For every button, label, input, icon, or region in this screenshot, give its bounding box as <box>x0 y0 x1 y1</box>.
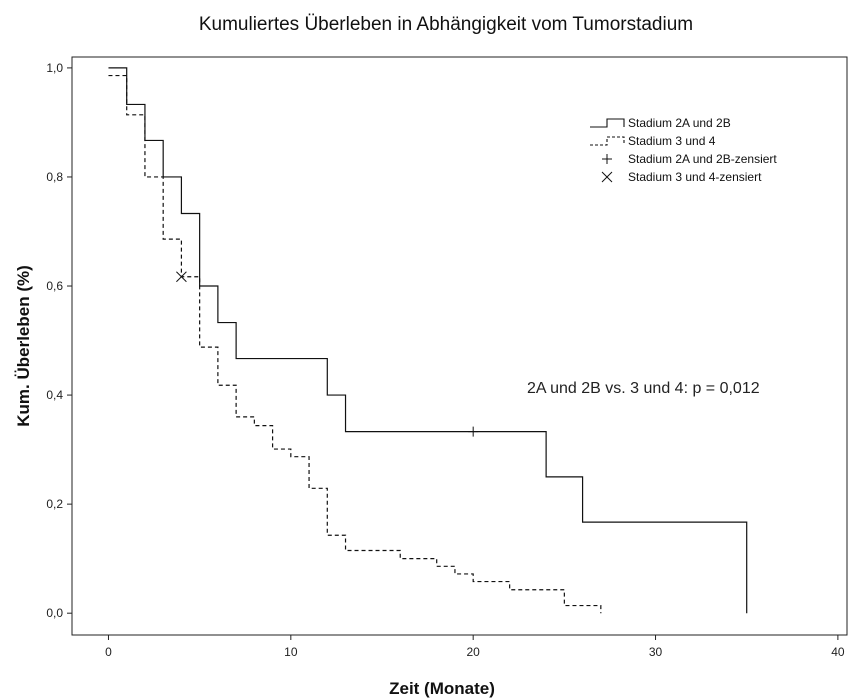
x-axis-label: Zeit (Monate) <box>389 679 495 698</box>
censor-plus-marker <box>468 426 479 437</box>
y-tick-label: 0,2 <box>46 497 63 511</box>
legend: Stadium 2A und 2B Stadium 3 und 4 Stadium … <box>590 116 777 184</box>
censor-x-marker <box>176 271 187 283</box>
legend-item: Stadium 2A und 2B <box>590 116 731 130</box>
y-tick-label: 0,6 <box>46 279 63 293</box>
x-tick-label: 10 <box>284 645 298 659</box>
legend-swatch <box>590 118 625 128</box>
legend-item: Stadium 2A und 2B-zensiert <box>602 152 777 166</box>
chart-title: Kumuliertes Überleben in Abhängigkeit vo… <box>199 14 693 35</box>
y-tick-label: 0,4 <box>46 388 63 402</box>
x-tick-label: 40 <box>831 645 845 659</box>
legend-item: Stadium 3 und 4 <box>590 134 716 148</box>
legend-swatch <box>590 136 625 146</box>
legend-label: Stadium 2A und 2B-zensiert <box>628 152 777 166</box>
legend-label: Stadium 2A und 2B <box>628 116 731 130</box>
legend-swatch <box>601 171 613 183</box>
y-axis: 0,0 0,2 0,4 0,6 0,8 1,0 <box>46 61 72 620</box>
x-tick-label: 0 <box>105 645 112 659</box>
y-axis-label: Kum. Überleben (%) <box>14 265 33 427</box>
series-layer <box>108 67 748 614</box>
legend-label: Stadium 3 und 4 <box>628 134 716 148</box>
legend-label: Stadium 3 und 4-zensiert <box>628 170 762 184</box>
y-tick-label: 0,8 <box>46 170 63 184</box>
plot-frame <box>71 56 848 636</box>
series-stadium-2a-2b-line <box>108 67 748 614</box>
x-tick-label: 20 <box>466 645 480 659</box>
censor-markers <box>176 271 479 437</box>
y-tick-label: 1,0 <box>46 61 63 75</box>
x-axis: 0 10 20 30 40 <box>105 635 845 659</box>
p-value-annotation: 2A und 2B vs. 3 und 4: p = 0,012 <box>527 380 760 397</box>
x-tick-label: 30 <box>649 645 663 659</box>
legend-item: Stadium 3 und 4-zensiert <box>601 170 762 184</box>
y-tick-label: 0,0 <box>46 606 63 620</box>
legend-swatch <box>602 154 612 164</box>
series-stadium-3-4-line <box>108 74 602 614</box>
